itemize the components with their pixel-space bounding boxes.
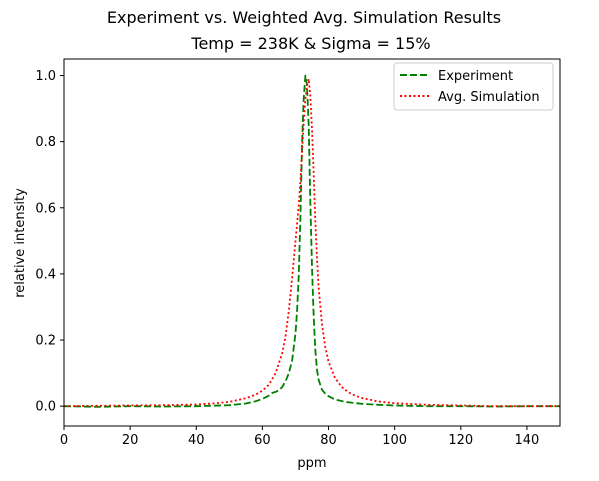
x-tick-label: 0 bbox=[60, 433, 68, 448]
x-tick-label: 80 bbox=[320, 433, 337, 448]
x-axis-label: ppm bbox=[297, 456, 326, 471]
x-tick-label: 20 bbox=[122, 433, 139, 448]
x-tick-label: 100 bbox=[382, 433, 407, 448]
y-tick-label: 0.8 bbox=[35, 135, 56, 150]
y-tick-label: 0.0 bbox=[35, 400, 56, 415]
series-layer bbox=[64, 74, 560, 408]
series-line-experiment bbox=[64, 74, 560, 408]
legend-label-experiment: Experiment bbox=[438, 69, 513, 84]
y-axis: 0.0 0.2 0.4 0.6 0.8 1.0 bbox=[35, 69, 64, 415]
plot-frame bbox=[63, 58, 561, 427]
y-tick-label: 1.0 bbox=[35, 69, 56, 84]
x-axis: 0 20 40 60 80 100 120 140 bbox=[60, 426, 539, 448]
y-tick-label: 0.4 bbox=[35, 267, 56, 282]
x-tick-label: 140 bbox=[515, 433, 540, 448]
y-axis-label: relative intensity bbox=[13, 188, 28, 298]
legend: Experiment Avg. Simulation bbox=[393, 62, 554, 111]
x-tick-label: 40 bbox=[188, 433, 205, 448]
plot-area bbox=[63, 58, 561, 427]
x-tick-label: 120 bbox=[448, 433, 473, 448]
series-line-avg-simulation bbox=[64, 77, 560, 408]
legend-label-avg-simulation: Avg. Simulation bbox=[438, 90, 540, 105]
y-tick-label: 0.2 bbox=[35, 334, 56, 349]
y-tick-label: 0.6 bbox=[35, 201, 56, 216]
chart-title: Temp = 238K & Sigma = 15% bbox=[190, 34, 430, 53]
legend-frame bbox=[393, 62, 554, 111]
x-tick-label: 60 bbox=[254, 433, 271, 448]
chart-suptitle: Experiment vs. Weighted Avg. Simulation … bbox=[107, 8, 501, 27]
